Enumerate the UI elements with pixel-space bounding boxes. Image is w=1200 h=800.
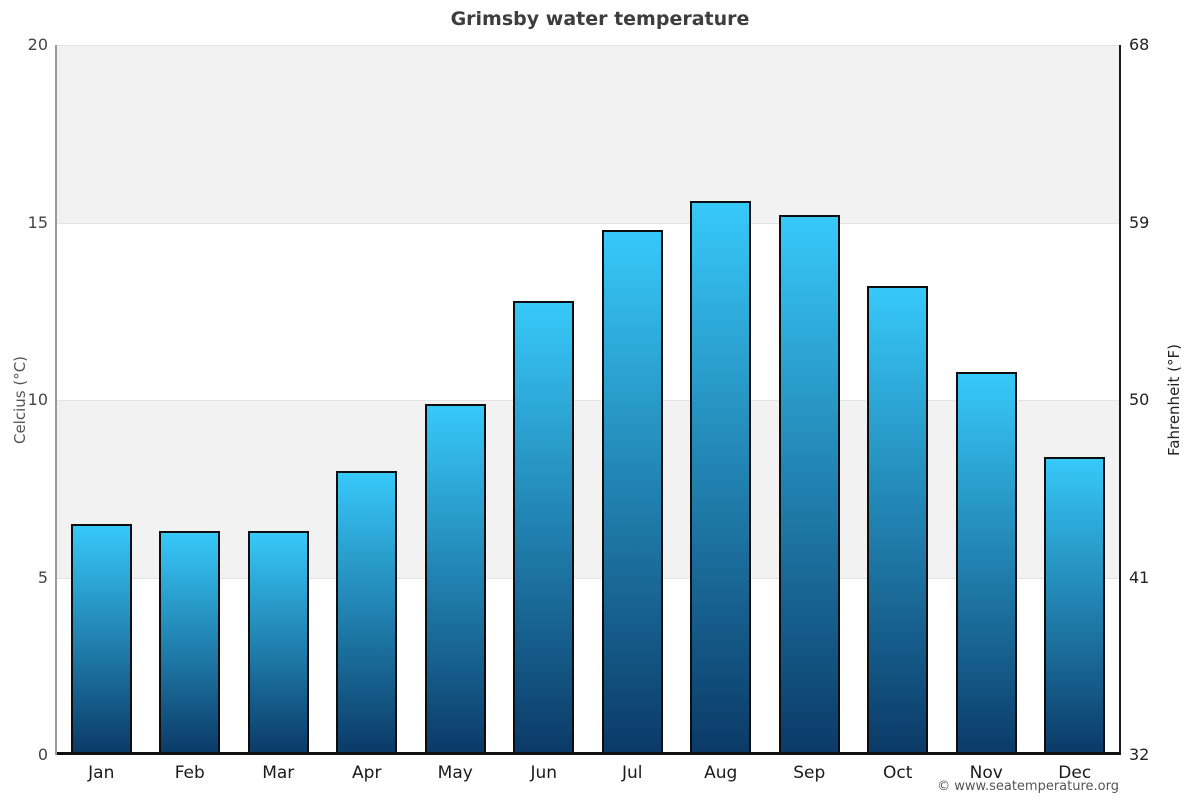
y-tick-label-fahrenheit: 41: [1129, 567, 1150, 587]
x-tick-label-mar: Mar: [262, 763, 295, 783]
x-tick-label-jul: Jul: [621, 763, 643, 783]
y-tick-label-celsius: 15: [27, 212, 48, 232]
bar-dec: [1044, 456, 1106, 755]
x-tick-label-feb: Feb: [174, 763, 205, 783]
bar-may: [424, 403, 486, 755]
x-tick-label-aug: Aug: [704, 763, 738, 783]
plot-band: [57, 222, 1119, 400]
bar-mar: [247, 531, 309, 755]
y-axis-line-right: [1119, 45, 1121, 755]
x-tick-label-jan: Jan: [88, 763, 115, 783]
bar-oct: [867, 286, 929, 755]
bar-apr: [336, 471, 398, 755]
plot-band: [57, 577, 1119, 755]
plot-area: [55, 45, 1121, 755]
x-tick-label-nov: Nov: [969, 763, 1003, 783]
plot-band: [57, 400, 1119, 578]
y-tick-label-fahrenheit: 50: [1129, 390, 1150, 409]
copyright: © www.seatemperature.org: [937, 779, 1119, 794]
bar-aug: [690, 201, 752, 755]
bar-feb: [159, 531, 221, 755]
y-tick-label-fahrenheit: 32: [1129, 745, 1150, 764]
bar-sep: [778, 215, 840, 755]
bar-nov: [955, 371, 1017, 755]
y-tick-label-celsius: 10: [27, 390, 48, 409]
x-tick-label-apr: Apr: [352, 763, 382, 783]
x-axis-line: [57, 752, 1119, 755]
x-tick-label-may: May: [437, 763, 473, 783]
bar-jul: [601, 229, 663, 755]
x-tick-label-sep: Sep: [793, 763, 826, 783]
chart-title: Grimsby water temperature: [450, 8, 750, 30]
bar-jun: [513, 300, 575, 755]
x-tick-label-dec: Dec: [1058, 763, 1092, 783]
x-tick-label-jun: Jun: [530, 763, 558, 783]
y-tick-label-fahrenheit: 68: [1129, 35, 1150, 54]
x-tick-label-oct: Oct: [883, 763, 913, 783]
y-tick-label-celsius: 5: [37, 567, 48, 587]
plot-band: [57, 45, 1119, 223]
y-tick-label-celsius: 20: [27, 35, 48, 54]
y-tick-label-celsius: 0: [37, 745, 48, 764]
y-axis-line-left: [55, 45, 57, 755]
y-tick-label-fahrenheit: 59: [1129, 212, 1150, 232]
bar-jan: [70, 524, 132, 755]
